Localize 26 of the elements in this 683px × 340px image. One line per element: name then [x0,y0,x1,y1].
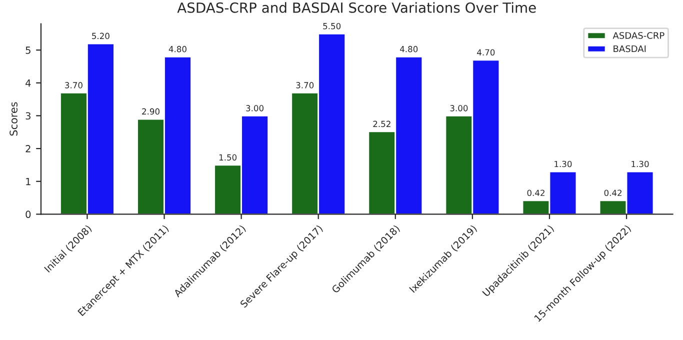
data-label: 1.30 [632,160,649,168]
y-tick-label: 2 [26,145,30,152]
legend-label: ASDAS-CRP [612,32,664,39]
data-label: 3.70 [296,82,314,88]
data-label: 4.70 [477,49,495,56]
data-label: 0.42 [527,190,544,196]
data-label: 4.80 [168,46,186,52]
data-label: 0.42 [604,190,622,196]
chart-title: ASDAS-CRP and BASDAI Score Variations Over Time [177,2,536,13]
y-tick-label: 5 [26,46,30,54]
data-label: 3.70 [65,82,82,88]
y-tick-label: 4 [26,79,31,87]
data-label: 2.90 [142,108,160,115]
data-label: 4.80 [400,46,418,52]
legend-label: BASDAI [614,45,646,52]
data-label: 5.20 [92,32,110,40]
y-tick-label: 3 [26,112,30,120]
data-label: 1.50 [219,154,237,161]
data-label: 3.00 [450,105,468,112]
data-label: 3.00 [246,105,264,112]
data-label: 2.52 [373,120,390,128]
y-axis-title: Scores [10,102,18,136]
y-tick-label: 1 [26,178,30,186]
data-label: 5.50 [323,22,341,30]
y-tick-label: 0 [26,210,31,218]
data-label: 1.30 [554,160,572,168]
